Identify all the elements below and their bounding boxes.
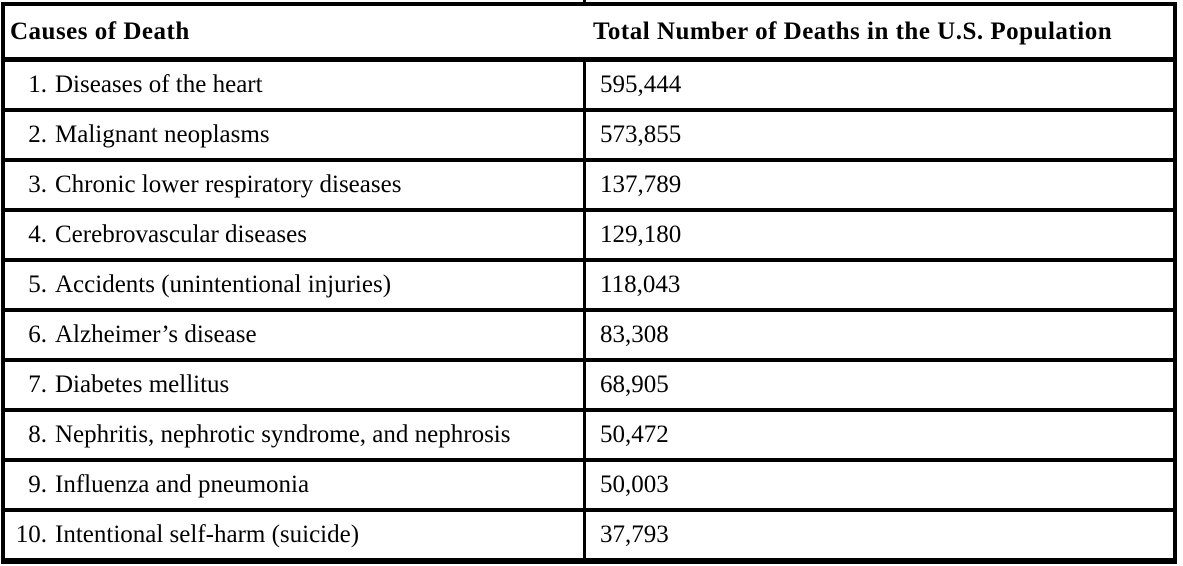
rank-number: 1. <box>28 71 47 98</box>
header-total-deaths: Total Number of Deaths in the U.S. Popul… <box>593 17 1113 45</box>
total-deaths-value: 83,308 <box>600 321 669 348</box>
table-row: 5. Accidents (unintentional injuries) 11… <box>5 262 1173 312</box>
total-deaths-value: 50,003 <box>600 471 669 498</box>
total-deaths-value: 50,472 <box>600 421 669 448</box>
cause-cell: 6. Alzheimer’s disease <box>5 312 586 358</box>
rank-number: 3. <box>28 171 47 198</box>
table-row: 3. Chronic lower respiratory diseases 13… <box>5 162 1173 212</box>
cause-cell: 8. Nephritis, nephrotic syndrome, and ne… <box>5 412 586 458</box>
column-divider-tick <box>583 0 586 6</box>
table-row: 7. Diabetes mellitus 68,905 <box>5 362 1173 412</box>
total-deaths-value: 137,789 <box>600 171 682 198</box>
cause-label: Diabetes mellitus <box>55 371 230 398</box>
cause-label: Influenza and pneumonia <box>55 471 310 498</box>
rank-number: 2. <box>28 121 47 148</box>
cause-label: Cerebrovascular diseases <box>55 221 307 248</box>
cause-cell: 1. Diseases of the heart <box>5 62 586 108</box>
table-row: 1. Diseases of the heart 595,444 <box>5 62 1173 112</box>
cause-cell: 10. Intentional self-harm (suicide) <box>5 512 586 558</box>
cause-cell: 7. Diabetes mellitus <box>5 362 586 408</box>
cause-label: Diseases of the heart <box>55 71 263 98</box>
rank-number: 4. <box>28 221 47 248</box>
table-row: 8. Nephritis, nephrotic syndrome, and ne… <box>5 412 1173 462</box>
table-row: 4. Cerebrovascular diseases 129,180 <box>5 212 1173 262</box>
cause-label: Malignant neoplasms <box>55 121 270 148</box>
table-row: 6. Alzheimer’s disease 83,308 <box>5 312 1173 362</box>
table-row: 2. Malignant neoplasms 573,855 <box>5 112 1173 162</box>
rank-number: 5. <box>28 271 47 298</box>
table-row: 9. Influenza and pneumonia 50,003 <box>5 462 1173 512</box>
cause-cell: 3. Chronic lower respiratory diseases <box>5 162 586 208</box>
cause-label: Alzheimer’s disease <box>55 321 257 348</box>
total-deaths-value: 595,444 <box>600 71 682 98</box>
rank-number: 7. <box>28 371 47 398</box>
cause-label: Intentional self-harm (suicide) <box>55 521 360 548</box>
total-deaths-value: 129,180 <box>600 221 682 248</box>
header-causes-of-death: Causes of Death <box>10 17 190 45</box>
total-deaths-value: 573,855 <box>600 121 682 148</box>
cause-label: Nephritis, nephrotic syndrome, and nephr… <box>55 421 511 448</box>
rank-number: 10. <box>15 521 47 548</box>
cause-label: Chronic lower respiratory diseases <box>55 171 402 198</box>
table-header-row: Causes of Death Total Number of Deaths i… <box>5 6 1173 62</box>
cause-cell: 2. Malignant neoplasms <box>5 112 586 158</box>
table-row: 10. Intentional self-harm (suicide) 37,7… <box>5 512 1173 558</box>
total-deaths-value: 37,793 <box>600 521 669 548</box>
rank-number: 6. <box>28 321 47 348</box>
rank-number: 8. <box>28 421 47 448</box>
cause-cell: 9. Influenza and pneumonia <box>5 462 586 508</box>
total-deaths-value: 68,905 <box>600 371 669 398</box>
rank-number: 9. <box>28 471 47 498</box>
total-deaths-value: 118,043 <box>600 271 681 298</box>
cause-cell: 5. Accidents (unintentional injuries) <box>5 262 586 308</box>
cause-label: Accidents (unintentional injuries) <box>55 271 392 298</box>
cause-cell: 4. Cerebrovascular diseases <box>5 212 586 258</box>
